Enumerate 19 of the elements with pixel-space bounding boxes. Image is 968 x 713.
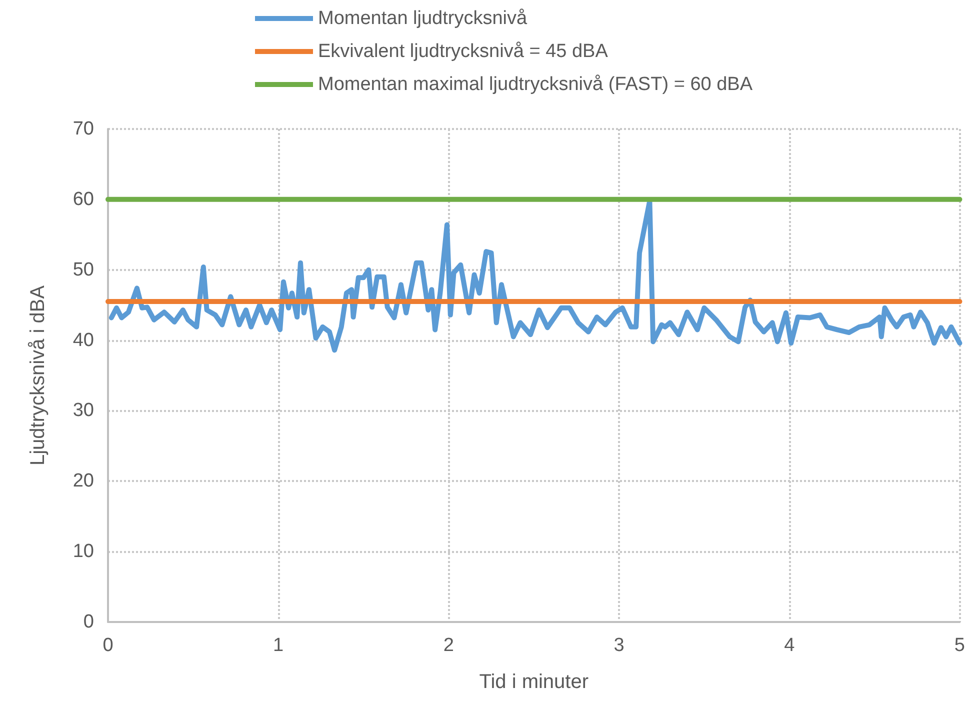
y-tick-label: 20 — [72, 470, 94, 492]
legend-label: Momentan maximal ljudtrycksnivå (FAST) = 60 dBA — [318, 74, 753, 95]
y-tick-label: 50 — [72, 259, 94, 280]
y-tick-label: 30 — [72, 400, 94, 422]
x-tick-label: 2 — [443, 635, 454, 656]
x-tick-label: 5 — [954, 635, 966, 656]
x-tick-label: 0 — [102, 635, 114, 656]
legend-label: Ekvivalent ljudtrycksnivå = 45 dBA — [318, 41, 608, 62]
legend-label: Momentan ljudtrycksnivå — [318, 8, 528, 29]
y-tick-label: 60 — [72, 188, 94, 210]
x-axis-title: Tid i minuter — [479, 671, 589, 693]
y-tick-label: 70 — [72, 118, 94, 140]
y-tick-label: 40 — [72, 330, 94, 351]
x-tick-label: 4 — [784, 635, 796, 656]
y-axis-title: Ljudtrycksnivå i dBA — [27, 284, 49, 466]
y-tick-label: 0 — [83, 612, 94, 632]
y-tick-label: 10 — [72, 541, 94, 562]
x-tick-label: 1 — [273, 635, 284, 656]
x-tick-label: 3 — [614, 635, 624, 656]
